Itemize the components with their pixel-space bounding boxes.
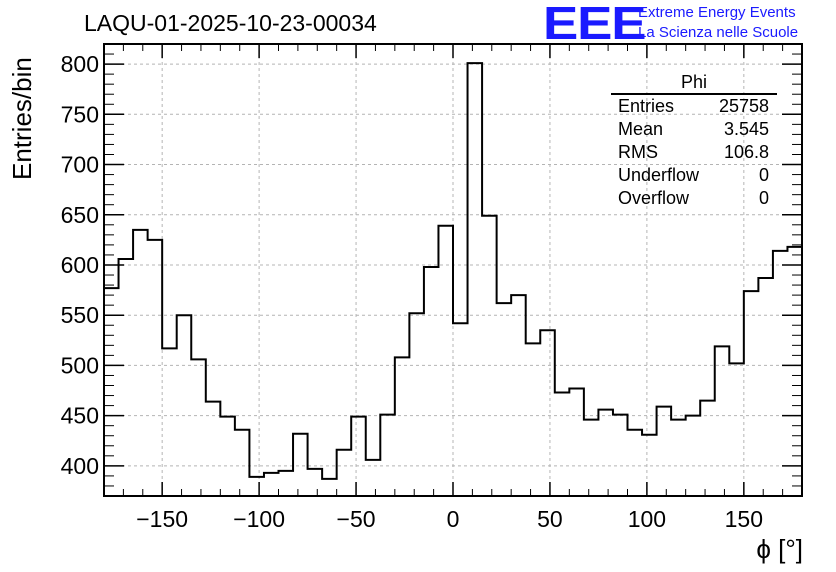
y-tick-label: 500 bbox=[61, 352, 99, 378]
x-tick-label: −150 bbox=[136, 506, 188, 532]
plot-frame bbox=[103, 43, 803, 497]
stats-row-rms: RMS 106.8 bbox=[611, 141, 777, 164]
x-tick-label: −50 bbox=[337, 506, 376, 532]
y-tick-label: 750 bbox=[61, 101, 99, 127]
x-tick-label: 100 bbox=[628, 506, 666, 532]
eee-logo: EEE bbox=[543, 0, 647, 49]
histogram-line bbox=[103, 62, 803, 496]
stats-row-entries: Entries 25758 bbox=[611, 95, 777, 118]
x-tick-label: 50 bbox=[537, 506, 563, 532]
y-tick-label: 550 bbox=[61, 302, 99, 328]
y-tick-label: 400 bbox=[61, 453, 99, 479]
x-tick-label: 0 bbox=[447, 506, 460, 532]
x-tick-label: −100 bbox=[233, 506, 285, 532]
y-tick-label: 700 bbox=[61, 152, 99, 178]
y-tick-label: 600 bbox=[61, 252, 99, 278]
x-tick-label: 150 bbox=[725, 506, 763, 532]
stats-label-underflow: Underflow bbox=[618, 165, 700, 185]
stats-value-overflow: 0 bbox=[758, 188, 769, 208]
y-tick-label: 650 bbox=[61, 202, 99, 228]
eee-tagline: Extreme Energy Events La Scienza nelle S… bbox=[638, 3, 798, 43]
stats-value-underflow: 0 bbox=[758, 165, 769, 185]
eee-tagline-line1: Extreme Energy Events bbox=[638, 4, 796, 21]
chart-title: LAQU-01-2025-10-23-00034 bbox=[84, 10, 377, 36]
stats-box: Phi Entries 25758 Mean 3.545 RMS 106.8 U… bbox=[611, 72, 777, 210]
stats-value-rms: 106.8 bbox=[723, 142, 769, 162]
y-axis-label: Entries/bin bbox=[7, 57, 37, 180]
stats-value-entries: 25758 bbox=[718, 96, 769, 116]
stats-label-rms: RMS bbox=[618, 142, 658, 162]
stats-title: Phi bbox=[611, 72, 777, 95]
y-tick-label: 800 bbox=[61, 51, 99, 77]
stats-label-entries: Entries bbox=[618, 96, 675, 116]
y-tick-label: 450 bbox=[61, 403, 99, 429]
eee-tagline-line2: La Scienza nelle Scuole bbox=[638, 24, 799, 41]
stats-value-mean: 3.545 bbox=[723, 119, 769, 139]
tick-labels: −150 −100 −50 0 50 100 150 400 450 500 550 600 650 70… bbox=[61, 51, 763, 532]
x-axis-label: ϕ [°] bbox=[756, 534, 803, 564]
stats-row-mean: Mean 3.545 bbox=[611, 118, 777, 141]
stats-row-overflow: Overflow 0 bbox=[611, 187, 777, 210]
stats-label-overflow: Overflow bbox=[618, 188, 690, 208]
stats-label-mean: Mean bbox=[618, 119, 664, 139]
stats-row-underflow: Underflow 0 bbox=[611, 164, 777, 187]
axis-ticks bbox=[103, 43, 803, 497]
